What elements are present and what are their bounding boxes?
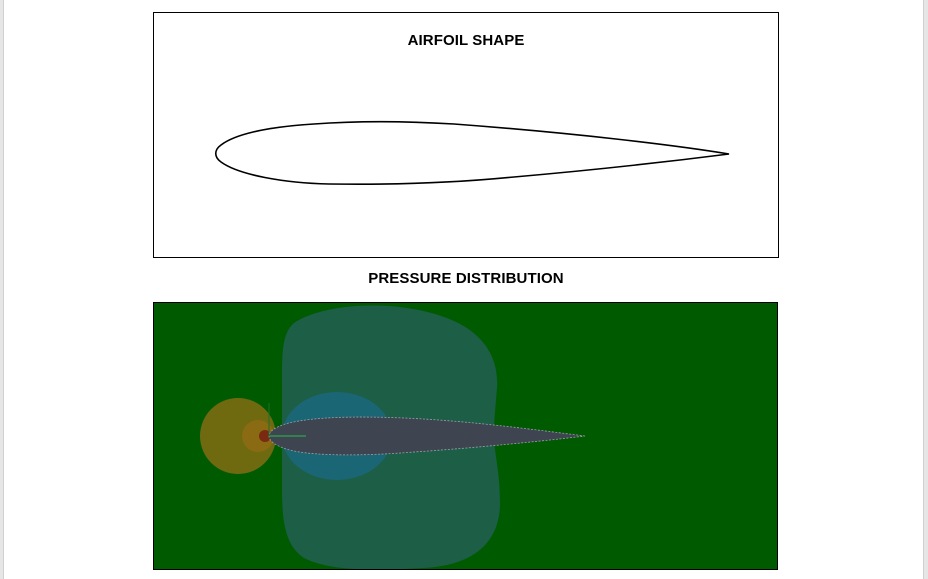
airfoil-shape-title: AIRFOIL SHAPE [407, 32, 525, 49]
stagnation-inner-ring [242, 420, 274, 452]
stagnation-point [259, 430, 271, 442]
airfoil-shape-figure: AIRFOIL SHAPE [153, 12, 779, 258]
airfoil-outline [214, 120, 730, 186]
pressure-contour-drawing [154, 303, 777, 569]
document-page: AIRFOIL SHAPE PRESSURE DISTRIBUTION [3, 0, 924, 579]
pressure-distribution-plot [153, 302, 778, 570]
airfoil-outline-drawing [214, 120, 730, 186]
pressure-distribution-heading: PRESSURE DISTRIBUTION [368, 270, 564, 287]
stagnation-outer-ring [200, 398, 276, 474]
